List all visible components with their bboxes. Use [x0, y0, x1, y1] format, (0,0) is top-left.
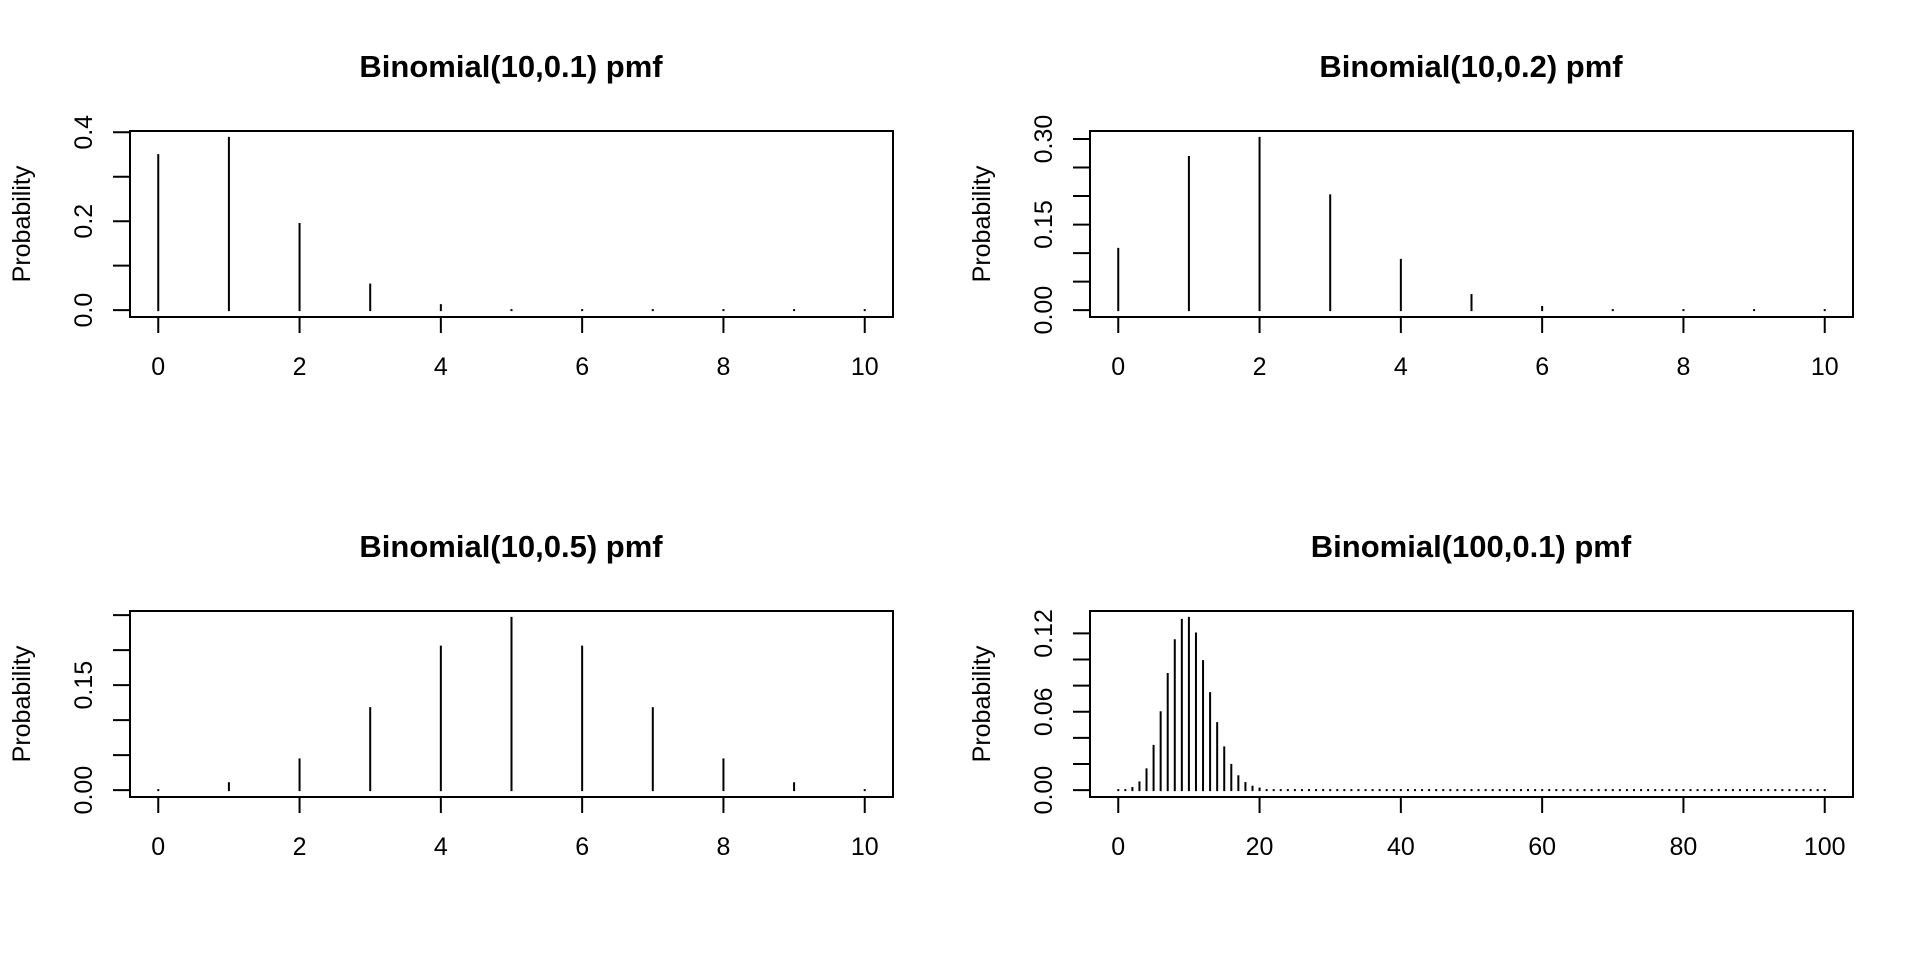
y-axis-label: Probability	[968, 165, 996, 282]
y-axis-label: Probability	[968, 645, 996, 762]
x-axis: 0 2 4 6 8 10	[151, 796, 879, 861]
y-tick-label: 0.2	[70, 204, 98, 239]
x-tick-label: 0	[1111, 833, 1125, 861]
x-tick-label: 80	[1670, 833, 1698, 861]
y-axis: 0.00 0.06 0.12	[1030, 609, 1091, 815]
x-tick-label: 40	[1387, 833, 1415, 861]
y-tick-label: 0.0	[70, 293, 98, 328]
x-tick-label: 10	[851, 833, 879, 861]
x-tick-label: 10	[1811, 353, 1839, 381]
y-tick-label: 0.30	[1030, 115, 1058, 164]
x-tick-label: 6	[1535, 353, 1549, 381]
bars	[157, 136, 866, 312]
y-axis: 0.00 0.15	[70, 614, 131, 815]
x-tick-label: 2	[293, 353, 307, 381]
bars	[157, 616, 866, 792]
y-tick-label: 0.00	[70, 766, 98, 815]
x-tick-label: 100	[1804, 833, 1846, 861]
x-tick-label: 6	[575, 833, 589, 861]
x-tick-label: 0	[151, 833, 165, 861]
bars	[1117, 616, 1826, 792]
y-tick-label: 0.06	[1030, 687, 1058, 736]
bars	[1117, 136, 1826, 312]
panel-binomial-10-0.2: Binomial(10,0.2) pmf Probability 0.00 0.1…	[968, 49, 1854, 381]
x-tick-label: 4	[1394, 353, 1408, 381]
y-tick-label: 0.4	[70, 115, 98, 150]
chart-title: Binomial(10,0.5) pmf	[359, 529, 663, 564]
y-axis: 0.0 0.2 0.4	[70, 115, 131, 328]
x-tick-label: 60	[1528, 833, 1556, 861]
x-axis: 0 2 4 6 8 10	[1111, 316, 1839, 381]
chart-title: Binomial(10,0.1) pmf	[359, 49, 663, 84]
plot-frame	[1089, 610, 1854, 798]
y-tick-label: 0.00	[1030, 286, 1058, 335]
panel-binomial-100-0.1: Binomial(100,0.1) pmf Probability 0.000.…	[968, 529, 1854, 861]
x-tick-label: 2	[293, 833, 307, 861]
plot-frame	[1089, 130, 1854, 318]
x-tick-label: 8	[1676, 353, 1690, 381]
x-tick-label: 10	[851, 353, 879, 381]
y-axis-label: Probability	[8, 645, 36, 762]
panel-binomial-10-0.1: Binomial(10,0.1) pmf Probability 0.00.20…	[8, 49, 894, 381]
x-tick-label: 6	[575, 353, 589, 381]
x-tick-label: 4	[434, 353, 448, 381]
x-tick-label: 8	[716, 833, 730, 861]
y-tick-label: 0.15	[70, 661, 98, 710]
chart-title: Binomial(100,0.1) pmf	[1311, 529, 1632, 564]
y-tick-label: 0.12	[1030, 609, 1058, 658]
y-tick-label: 0.00	[1030, 766, 1058, 815]
chart-title: Binomial(10,0.2) pmf	[1319, 49, 1623, 84]
y-tick-label: 0.15	[1030, 200, 1058, 249]
x-tick-label: 0	[1111, 353, 1125, 381]
x-tick-label: 20	[1246, 833, 1274, 861]
x-tick-label: 2	[1253, 353, 1267, 381]
x-tick-label: 4	[434, 833, 448, 861]
x-tick-label: 8	[716, 353, 730, 381]
x-tick-label: 0	[151, 353, 165, 381]
plot-frame	[129, 130, 894, 318]
x-axis: 0 2 4 6 8 10	[151, 316, 879, 381]
x-axis: 0 20 40 60 80 100	[1111, 796, 1846, 861]
panel-binomial-10-0.5: Binomial(10,0.5) pmf Probability 0.00 0.1…	[8, 529, 894, 861]
plot-frame	[129, 610, 894, 798]
y-axis-label: Probability	[8, 165, 36, 282]
y-axis: 0.00 0.15 0.30	[1030, 115, 1091, 335]
